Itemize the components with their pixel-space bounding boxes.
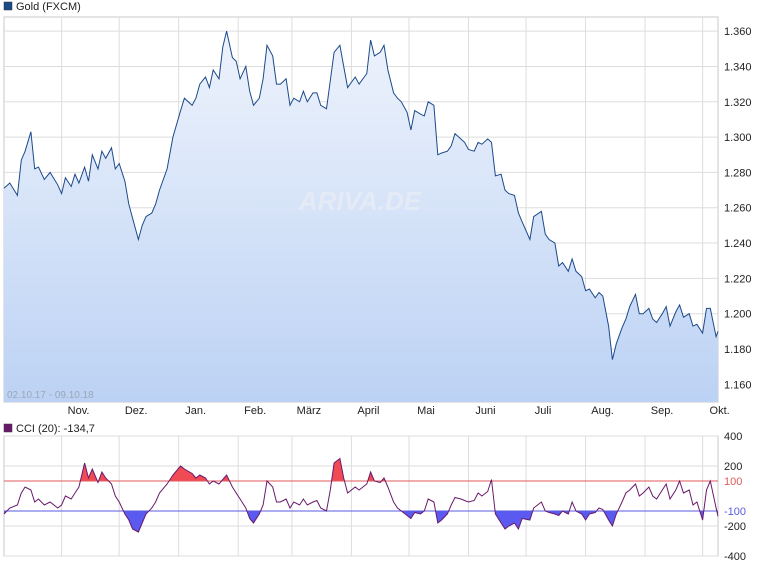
price-tick-label: 1.240 bbox=[724, 238, 752, 250]
month-tick-label: März bbox=[297, 405, 321, 417]
month-tick-label: Sep. bbox=[651, 405, 674, 417]
month-tick-label: Jan. bbox=[185, 405, 206, 417]
cci-tick-label: -200 bbox=[724, 521, 746, 533]
price-tick-label: 1.180 bbox=[724, 344, 752, 356]
price-tick-label: 1.200 bbox=[724, 309, 752, 321]
price-tick-label: 1.160 bbox=[724, 379, 752, 391]
date-range-label: 02.10.17 - 09.10.18 bbox=[7, 390, 94, 401]
cci-grid bbox=[4, 435, 718, 557]
legend-label-gold: Gold (FXCM) bbox=[16, 1, 81, 13]
cci-line bbox=[3, 457, 719, 533]
cci-tick-label: 100 bbox=[724, 476, 742, 488]
price-tick-label: 1.300 bbox=[724, 132, 752, 144]
price-tick-label: 1.340 bbox=[724, 61, 752, 73]
price-x-axis: Nov. Dez. Jan. Feb. März April Mai Juni Juli Aug.… bbox=[68, 405, 730, 417]
price-tick-label: 1.260 bbox=[724, 203, 752, 215]
month-tick-label: April bbox=[357, 405, 379, 417]
cci-tick-label: -100 bbox=[724, 506, 746, 518]
month-tick-label: Nov. bbox=[68, 405, 90, 417]
month-tick-label: Feb. bbox=[244, 405, 266, 417]
price-area bbox=[4, 31, 718, 402]
month-tick-label: Juni bbox=[475, 405, 495, 417]
legend-swatch-gold bbox=[3, 1, 13, 11]
cci-tick-label: 400 bbox=[724, 431, 742, 443]
cci-y-axis: -400 -200 -100 100 200 400 bbox=[724, 431, 746, 563]
cci-tick-label: 200 bbox=[724, 461, 742, 473]
price-tick-label: 1.360 bbox=[724, 26, 752, 38]
legend-swatch-cci bbox=[3, 423, 13, 433]
cci-plot-area bbox=[3, 435, 719, 557]
month-tick-label: Okt. bbox=[710, 405, 730, 417]
month-tick-label: Aug. bbox=[591, 405, 614, 417]
month-tick-label: Juli bbox=[535, 405, 552, 417]
price-y-axis: 1.160 1.180 1.200 1.220 1.240 1.260 1.280 1.300… bbox=[724, 26, 752, 391]
watermark: ARIVA.DE bbox=[298, 186, 422, 216]
cci-tick-label: -400 bbox=[724, 551, 746, 563]
cci-overbought-fill bbox=[4, 458, 718, 481]
price-line bbox=[3, 30, 719, 360]
month-tick-label: Dez. bbox=[125, 405, 148, 417]
month-tick-label: Mai bbox=[417, 405, 435, 417]
price-tick-label: 1.280 bbox=[724, 167, 752, 179]
legend-label-cci: CCI (20): -134,7 bbox=[16, 423, 95, 435]
price-tick-label: 1.220 bbox=[724, 273, 752, 285]
price-tick-label: 1.320 bbox=[724, 97, 752, 109]
